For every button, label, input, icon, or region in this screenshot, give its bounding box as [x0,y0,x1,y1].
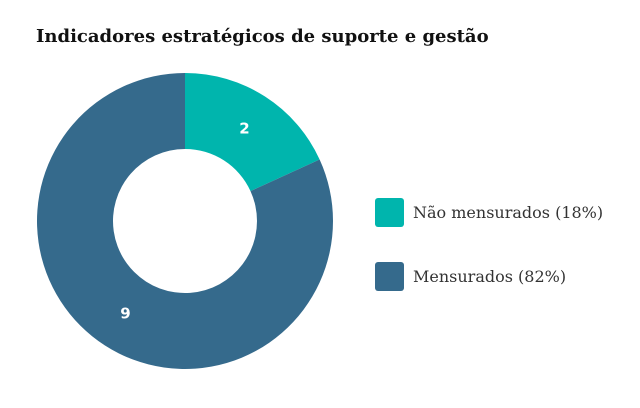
data-label: 9 [120,305,130,323]
legend-item-mensurados: Mensurados (82%) [375,262,566,291]
slice-0 [185,73,320,192]
data-label: 2 [239,119,249,137]
legend-swatch [375,198,404,227]
legend-label: Não mensurados (18%) [413,203,604,222]
legend-swatch [375,262,404,291]
slice-1 [37,73,333,369]
legend-label: Mensurados (82%) [413,267,567,286]
legend-item-nao-mensurados: Não mensurados (18%) [375,198,603,227]
chart-title: Indicadores estratégicos de suporte e ge… [36,26,489,47]
